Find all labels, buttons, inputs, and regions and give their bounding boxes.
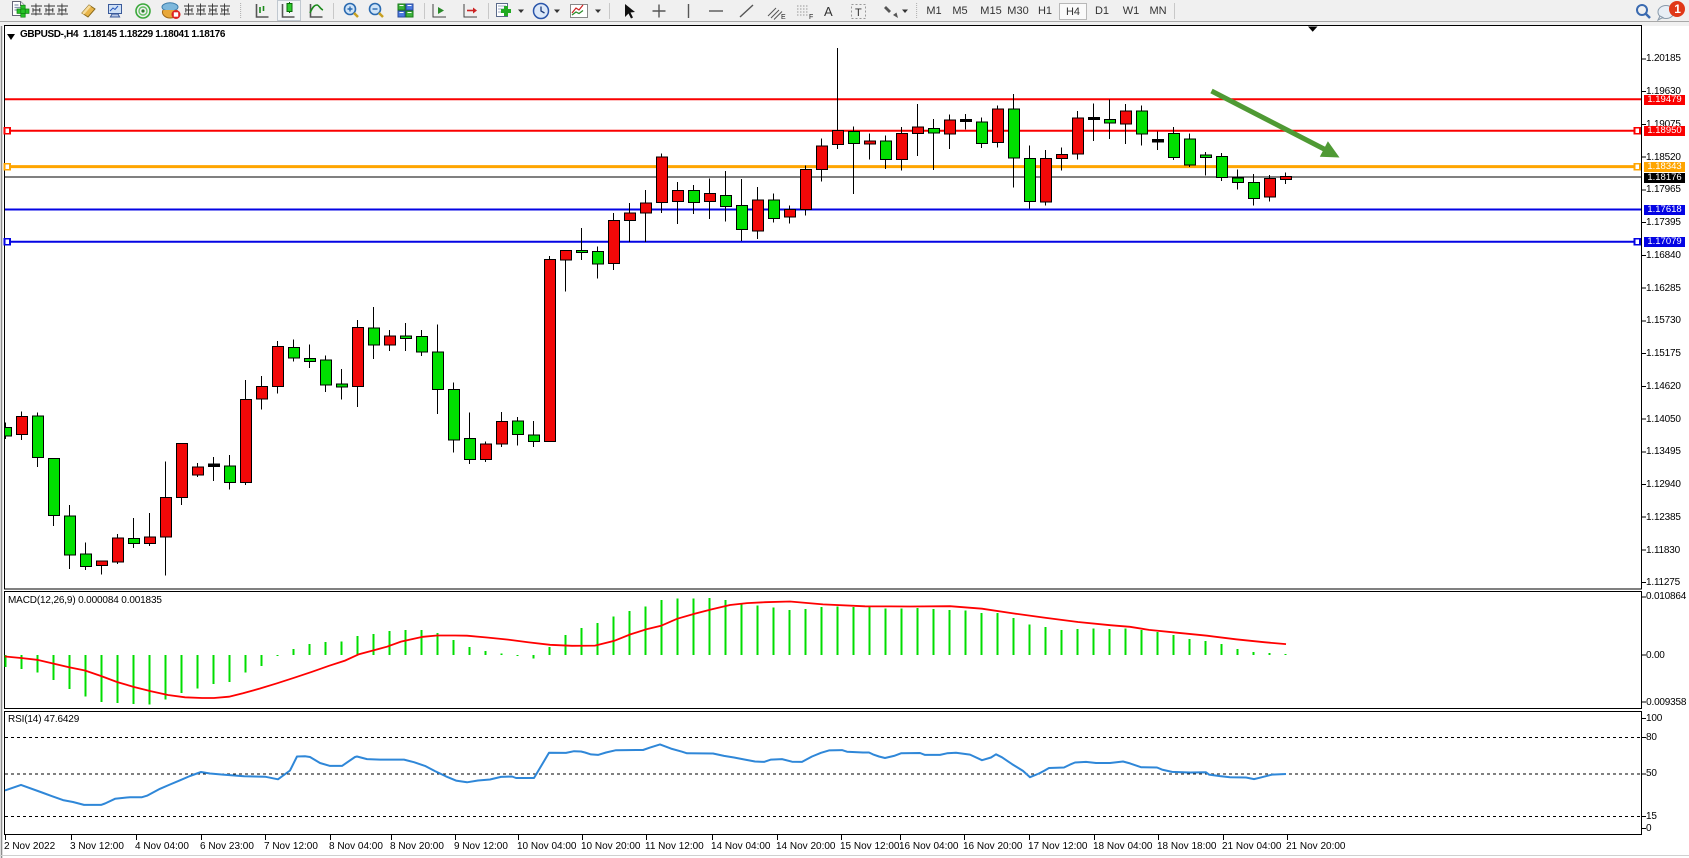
svg-text:T: T [855,7,862,19]
svg-text:E: E [781,14,786,21]
svg-text:F: F [809,14,813,21]
svg-text:A: A [824,4,833,19]
svg-text:1: 1 [1674,2,1681,16]
